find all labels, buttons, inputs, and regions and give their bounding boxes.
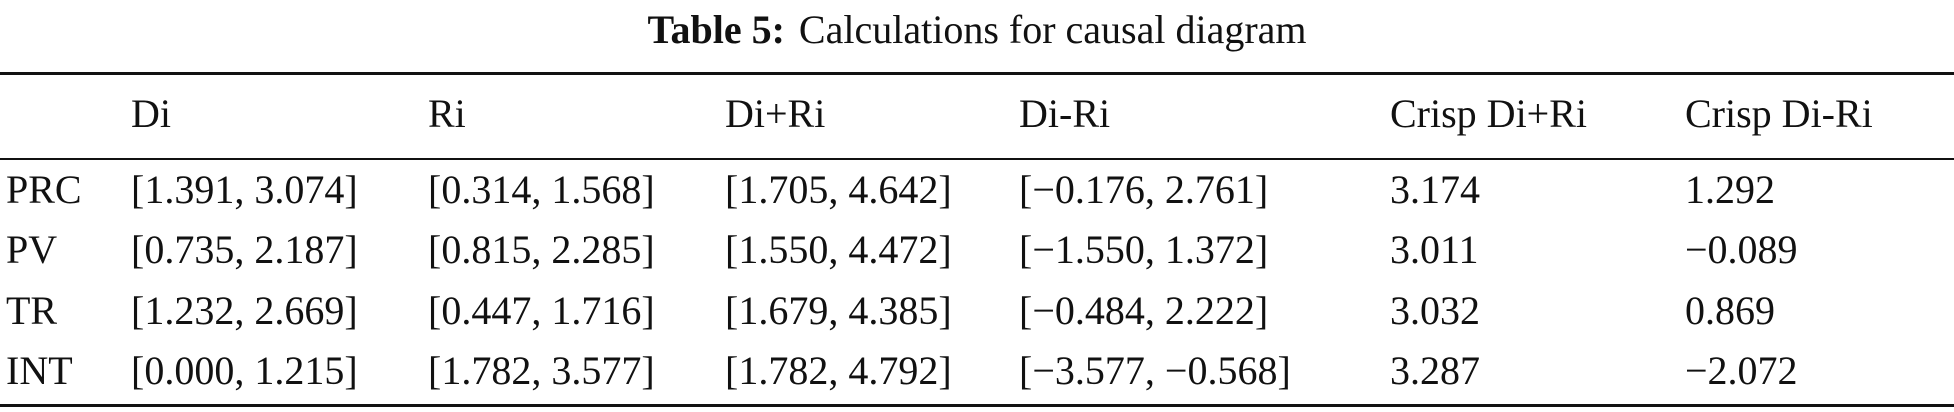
table-cell: [−0.484, 2.222] — [1019, 288, 1269, 333]
table-cell: [0.447, 1.716] — [428, 288, 655, 333]
table-cell: [0.314, 1.568] — [428, 167, 655, 212]
table-cell: [1.391, 3.074] — [131, 167, 358, 212]
row-label: INT — [6, 348, 73, 393]
table-cell: [1.679, 4.385] — [725, 288, 952, 333]
table-cell: 3.032 — [1390, 288, 1480, 333]
table-cell: [1.782, 3.577] — [428, 348, 655, 393]
table-cell: [1.705, 4.642] — [725, 167, 952, 212]
table-cell: 3.287 — [1390, 348, 1480, 393]
table-caption: Table 5: Calculations for causal diagram — [0, 6, 1954, 54]
column-header: Di+Ri — [725, 91, 826, 136]
column-header: Crisp Di-Ri — [1685, 91, 1873, 136]
table-cell: [1.782, 4.792] — [725, 348, 952, 393]
mid-rule — [0, 158, 1954, 160]
table-cell: [−0.176, 2.761] — [1019, 167, 1269, 212]
table-cell: [1.232, 2.669] — [131, 288, 358, 333]
table-cell: −2.072 — [1685, 348, 1798, 393]
column-header: Ri — [428, 91, 466, 136]
table-cell: [−1.550, 1.372] — [1019, 227, 1269, 272]
table-cell: 0.869 — [1685, 288, 1775, 333]
column-header: Di — [131, 91, 171, 136]
table-cell: [0.735, 2.187] — [131, 227, 358, 272]
table-cell: 3.174 — [1390, 167, 1480, 212]
caption-text: Calculations for causal diagram — [798, 7, 1307, 52]
table-cell: 3.011 — [1390, 227, 1479, 272]
column-header: Crisp Di+Ri — [1390, 91, 1588, 136]
top-rule — [0, 72, 1954, 75]
table-cell: 1.292 — [1685, 167, 1775, 212]
column-header: Di-Ri — [1019, 91, 1111, 136]
caption-label: Table 5: — [647, 7, 785, 52]
row-label: TR — [6, 288, 58, 333]
bottom-rule — [0, 404, 1954, 407]
table-cell: [0.815, 2.285] — [428, 227, 655, 272]
row-label: PV — [6, 227, 58, 272]
table-cell: [0.000, 1.215] — [131, 348, 358, 393]
table-cell: [1.550, 4.472] — [725, 227, 952, 272]
table-cell: −0.089 — [1685, 227, 1798, 272]
row-label: PRC — [6, 167, 82, 212]
table-cell: [−3.577, −0.568] — [1019, 348, 1291, 393]
